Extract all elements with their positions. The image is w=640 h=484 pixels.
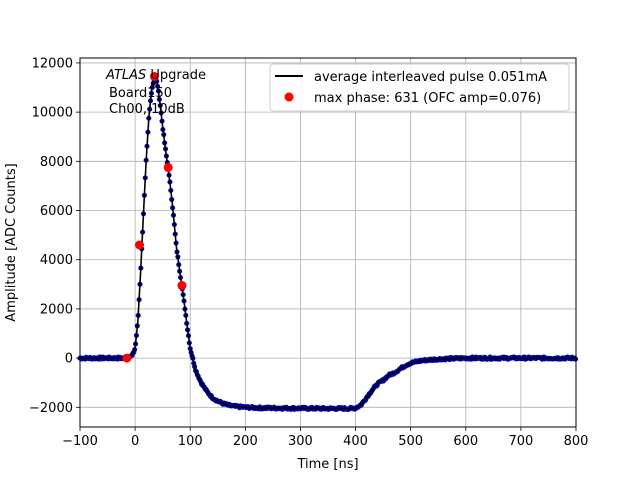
x-tick-label: 0 — [131, 434, 139, 449]
svg-text:ATLAS Upgrade: ATLAS Upgrade — [105, 68, 206, 83]
x-axis-label: Time [ns] — [296, 457, 358, 472]
sample-points — [77, 76, 579, 413]
y-tick-label: 4000 — [40, 253, 73, 268]
y-axis-ticks: −2000 0 2000 4000 6000 8000 10000 12000 — [29, 56, 80, 416]
max-phase-point — [149, 71, 159, 81]
y-tick-label: −2000 — [29, 401, 73, 416]
x-tick-label: −100 — [62, 434, 98, 449]
atlas-annotation: ATLAS Upgrade Board150 Ch00, 10dB — [105, 68, 206, 117]
x-tick-label: 200 — [233, 434, 258, 449]
legend-dot-swatch — [284, 92, 294, 102]
max-phase-point — [122, 353, 132, 363]
legend-entry-max-phase: max phase: 631 (OFC amp=0.076) — [314, 91, 541, 106]
y-tick-label: 0 — [65, 352, 73, 367]
y-tick-label: 6000 — [40, 204, 73, 219]
x-tick-label: 100 — [178, 434, 203, 449]
x-axis-ticks: −100 0 100 200 300 400 500 600 700 800 — [62, 427, 588, 449]
y-tick-label: 8000 — [40, 155, 73, 170]
y-tick-label: 10000 — [32, 106, 73, 121]
y-axis-label: Amplitude [ADC Counts] — [4, 163, 19, 321]
max-phase-points — [122, 71, 187, 363]
annotation-atlas: ATLAS — [105, 68, 146, 83]
max-phase-point — [163, 162, 173, 172]
axes-frame — [79, 57, 577, 428]
x-tick-label: 800 — [564, 434, 589, 449]
x-tick-label: 400 — [343, 434, 368, 449]
max-phase-point — [177, 281, 187, 291]
annotation-board: Board150 — [109, 86, 172, 101]
y-tick-label: 2000 — [40, 302, 73, 317]
x-tick-label: 300 — [288, 434, 313, 449]
annotation-channel: Ch00, 10dB — [109, 102, 185, 117]
legend-box — [269, 63, 570, 112]
x-tick-label: 600 — [453, 434, 478, 449]
x-tick-label: 700 — [508, 434, 533, 449]
x-tick-label: 500 — [398, 434, 423, 449]
grid — [79, 58, 577, 427]
legend: average interleaved pulse 0.051mA max ph… — [269, 63, 570, 112]
y-tick-label: 12000 — [32, 56, 73, 71]
max-phase-point — [135, 240, 145, 250]
average-pulse-line — [80, 75, 576, 410]
legend-entry-average-pulse: average interleaved pulse 0.051mA — [314, 70, 547, 85]
annotation-upgrade: Upgrade — [146, 68, 206, 83]
average-pulse — [80, 75, 576, 410]
